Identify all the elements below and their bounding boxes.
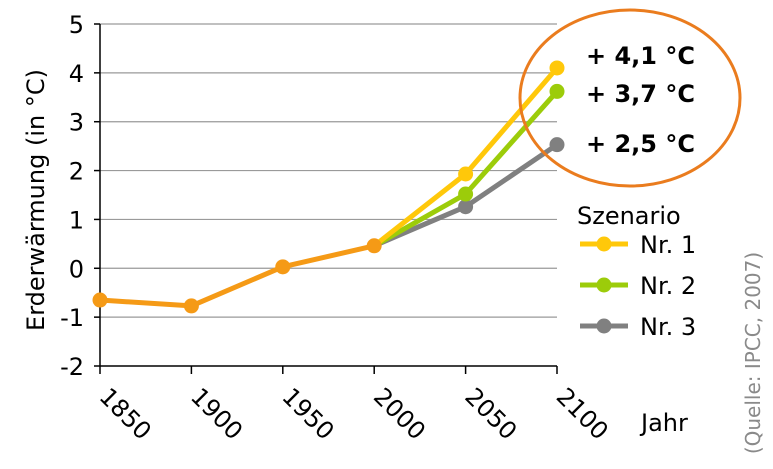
source-note: (Quelle: IPCC, 2007) (741, 252, 765, 454)
y-tick-label: 2 (69, 158, 84, 186)
data-point-nr-2 (458, 186, 474, 202)
data-point-nr-1 (458, 166, 474, 182)
legend-swatch-marker (596, 277, 612, 293)
legend-label: Nr. 1 (640, 231, 696, 259)
data-point-nr-2 (549, 83, 565, 99)
annotation-scenario-1: + 4,1 °C (586, 42, 695, 70)
y-tick-label: 3 (69, 109, 84, 137)
legend-label: Nr. 3 (640, 313, 696, 341)
legend: Nr. 1 Nr. 2 Nr. 3 (580, 231, 696, 341)
data-point-historical (92, 292, 108, 308)
data-point-nr-3 (549, 137, 565, 153)
legend-swatch-marker (596, 318, 612, 334)
x-tick-label: 2100 (551, 382, 614, 445)
legend-swatch-marker (596, 236, 612, 252)
y-tick-label: 0 (69, 255, 84, 283)
data-point-historical (275, 259, 291, 275)
data-point-historical (366, 238, 382, 254)
y-tick-label: 5 (69, 11, 84, 39)
x-tick-label: 1950 (277, 382, 340, 445)
series-lines (97, 65, 560, 309)
x-tick-label: 1850 (94, 382, 157, 445)
legend-label: Nr. 2 (640, 272, 696, 300)
series-points (92, 60, 565, 314)
highlight-ellipse (518, 8, 742, 188)
x-tick-label: 2050 (459, 382, 522, 445)
y-axis-ticks: -2 -1 0 1 2 3 4 5 (60, 11, 100, 381)
x-axis-label: Jahr (639, 409, 688, 437)
y-tick-label: 4 (69, 60, 84, 88)
grid-lines (100, 23, 557, 318)
annotation-scenario-3: + 2,5 °C (586, 130, 695, 158)
y-axis-label: Erderwärmung (in °C) (22, 69, 50, 331)
x-axis-ticks: 1850 1900 1950 2000 2050 2100 (94, 366, 614, 445)
y-tick-label: -1 (60, 304, 84, 332)
x-tick-label: 1900 (185, 382, 248, 445)
x-tick-label: 2000 (368, 382, 431, 445)
data-point-historical (183, 298, 199, 314)
legend-title: Szenario (577, 202, 681, 230)
y-tick-label: 1 (69, 206, 84, 234)
data-point-nr-3 (458, 199, 474, 215)
data-point-nr-1 (549, 60, 565, 76)
y-tick-label: -2 (60, 353, 84, 381)
annotation-scenario-2: + 3,7 °C (586, 80, 695, 108)
historical-line (97, 243, 377, 309)
